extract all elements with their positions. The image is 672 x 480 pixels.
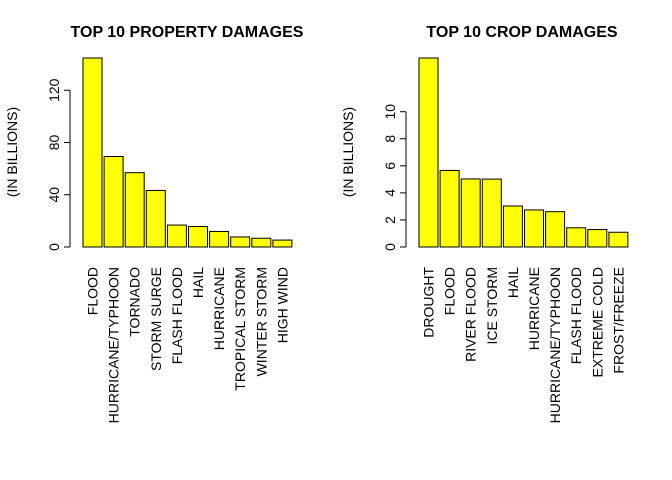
- property-damage-chart: TOP 10 PROPERTY DAMAGES (IN BILLIONS) FL…: [4, 24, 304, 423]
- category-label: EXTREME COLD: [589, 267, 605, 377]
- bar-hail: [502, 205, 523, 248]
- bar-storm-surge: [145, 189, 166, 248]
- y-tick-label: 120: [46, 78, 62, 102]
- bar-flash-flood: [166, 224, 187, 248]
- chart-title: TOP 10 PROPERTY DAMAGES: [71, 24, 304, 41]
- category-label: FLOOD: [442, 267, 458, 315]
- bar-tropical-storm: [230, 236, 251, 248]
- y-tick-label: 10: [382, 104, 398, 120]
- category-label: HURRICANE/TYPHOON: [106, 267, 122, 423]
- bar-frost-freeze: [608, 231, 629, 248]
- bar-flood: [82, 57, 103, 248]
- y-tick-label: 4: [382, 189, 398, 197]
- category-label: HURRICANE: [526, 267, 542, 350]
- category-label: HAIL: [505, 267, 521, 298]
- category-label: STORM SURGE: [148, 267, 164, 371]
- bar-flash-flood: [566, 227, 587, 248]
- bar-drought: [418, 57, 439, 248]
- y-axis-label: (IN BILLIONS): [340, 107, 356, 197]
- bar-extreme-cold: [587, 229, 608, 248]
- category-label: TROPICAL STORM: [232, 267, 248, 391]
- category-label: FLOOD: [85, 267, 101, 315]
- bar-hurricane-typhoon: [545, 211, 566, 248]
- bar-hurricane: [524, 209, 544, 248]
- category-label: FROST/FREEZE: [610, 267, 626, 374]
- category-label: HAIL: [190, 267, 206, 298]
- y-tick-label: 0: [382, 243, 398, 251]
- chart-title: TOP 10 CROP DAMAGES: [426, 24, 617, 41]
- y-tick-label: 0: [46, 243, 62, 251]
- y-tick-label: 6: [382, 162, 398, 170]
- category-label: ICE STORM: [484, 267, 500, 345]
- category-label: DROUGHT: [421, 267, 437, 338]
- bar-hurricane-typhoon: [103, 155, 124, 248]
- bar-river-flood: [460, 178, 481, 248]
- bar-hail: [188, 225, 208, 248]
- category-label: HURRICANE/TYPHOON: [547, 267, 563, 423]
- category-label: FLASH FLOOD: [568, 267, 584, 364]
- bar-high-wind: [272, 239, 293, 248]
- category-label: WINTER STORM: [253, 267, 269, 376]
- category-label: TORNADO: [127, 267, 143, 337]
- category-label: RIVER FLOOD: [463, 267, 479, 362]
- category-label: FLASH FLOOD: [169, 267, 185, 364]
- bar-ice-storm: [481, 178, 502, 248]
- bar-hurricane: [209, 230, 230, 248]
- y-tick-label: 2: [382, 216, 398, 224]
- y-axis-label: (IN BILLIONS): [4, 107, 20, 197]
- bar-winter-storm: [251, 237, 272, 248]
- y-tick-label: 80: [46, 135, 62, 151]
- crop-damage-chart: TOP 10 CROP DAMAGES (IN BILLIONS) DROUGH…: [340, 24, 629, 423]
- y-tick-label: 8: [382, 135, 398, 143]
- category-label: HIGH WIND: [274, 267, 290, 343]
- category-label: HURRICANE: [211, 267, 227, 350]
- bar-flood: [439, 169, 460, 248]
- y-tick-label: 40: [46, 187, 62, 203]
- bar-tornado: [124, 172, 145, 248]
